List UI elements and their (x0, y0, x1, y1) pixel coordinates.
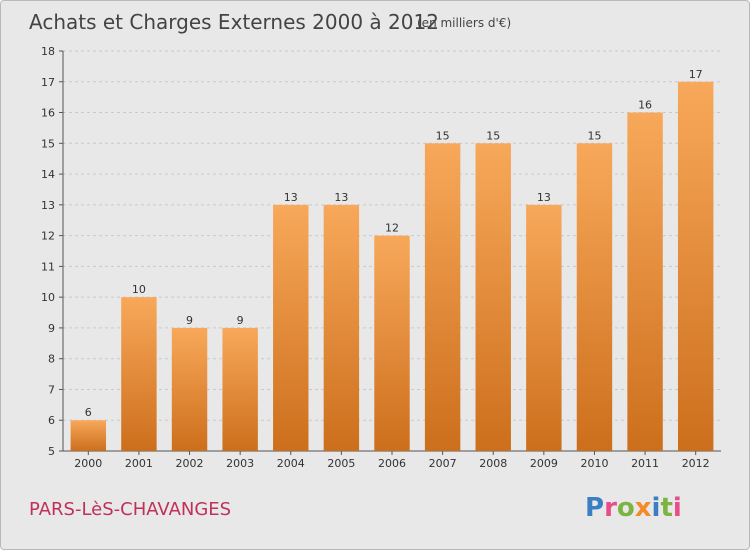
data-label-2006: 12 (385, 222, 399, 235)
data-label-2010: 15 (587, 129, 601, 142)
data-label-2009: 13 (537, 191, 551, 204)
logo-letter: P (585, 493, 604, 523)
x-tick-label-2010: 2010 (580, 457, 608, 470)
x-tick-label-2003: 2003 (226, 457, 254, 470)
data-label-2003: 9 (237, 314, 244, 327)
y-tick-label: 18 (41, 45, 55, 58)
logo-letter: x (635, 493, 652, 523)
y-tick-label: 9 (48, 322, 55, 335)
x-tick-label-2001: 2001 (125, 457, 153, 470)
logo-letter: o (617, 493, 635, 523)
data-label-2011: 16 (638, 99, 652, 112)
data-label-2008: 15 (486, 129, 500, 142)
bar-2006 (374, 235, 410, 451)
bar-layer (70, 81, 714, 452)
chart-title: Achats et Charges Externes 2000 à 2012 (29, 10, 439, 34)
bar-2004 (273, 204, 309, 451)
logo-letter: i (673, 493, 682, 523)
y-tick-label: 16 (41, 107, 55, 120)
y-tick-label: 6 (48, 414, 55, 427)
data-label-2005: 13 (334, 191, 348, 204)
x-tick-label-2007: 2007 (429, 457, 457, 470)
data-label-2000: 6 (85, 406, 92, 419)
x-tick-label-2011: 2011 (631, 457, 659, 470)
data-label-2012: 17 (689, 68, 703, 81)
bar-2005 (323, 204, 360, 451)
label-layer: 6 2000 10 2001 9 2002 9 2003 13 2004 13 2005 12 2006 1… (74, 68, 709, 470)
x-tick-label-2012: 2012 (682, 457, 710, 470)
y-tick-label: 5 (48, 445, 55, 458)
chart-unit-label: (en milliers d'€) (417, 16, 511, 30)
data-label-2004: 13 (284, 191, 298, 204)
x-tick-label-2004: 2004 (277, 457, 305, 470)
logo-letter: r (604, 493, 617, 523)
y-tick-label: 12 (41, 230, 55, 243)
bar-2011 (627, 112, 663, 452)
bar-2008 (475, 143, 511, 452)
logo-letter: t (660, 493, 672, 523)
y-tick-label: 10 (41, 291, 55, 304)
bar-2003 (222, 327, 258, 451)
y-tick-label: 14 (41, 168, 55, 181)
x-tick-label-2005: 2005 (327, 457, 355, 470)
proxiti-logo: Proxiti (585, 493, 682, 523)
data-label-2001: 10 (132, 283, 146, 296)
x-tick-label-2009: 2009 (530, 457, 558, 470)
place-name: PARS-LèS-CHAVANGES (29, 499, 231, 520)
bar-2009 (526, 204, 562, 451)
bar-2001 (121, 297, 157, 451)
y-tick-label: 7 (48, 383, 55, 396)
x-tick-label-2008: 2008 (479, 457, 507, 470)
bar-2000 (70, 420, 107, 451)
data-label-2007: 15 (436, 129, 450, 142)
y-tick-label: 15 (41, 137, 55, 150)
bar-2012 (677, 81, 714, 452)
bar-2007 (424, 143, 461, 452)
data-label-2002: 9 (186, 314, 193, 327)
x-tick-label-2006: 2006 (378, 457, 406, 470)
y-tick-label: 8 (48, 353, 55, 366)
bar-2002 (171, 327, 208, 451)
x-tick-label-2000: 2000 (74, 457, 102, 470)
x-tick-label-2002: 2002 (176, 457, 204, 470)
bar-2010 (576, 143, 613, 452)
y-tick-label: 17 (41, 76, 55, 89)
logo-letter: i (652, 493, 661, 523)
y-tick-label: 11 (41, 260, 55, 273)
y-tick-label: 13 (41, 199, 55, 212)
